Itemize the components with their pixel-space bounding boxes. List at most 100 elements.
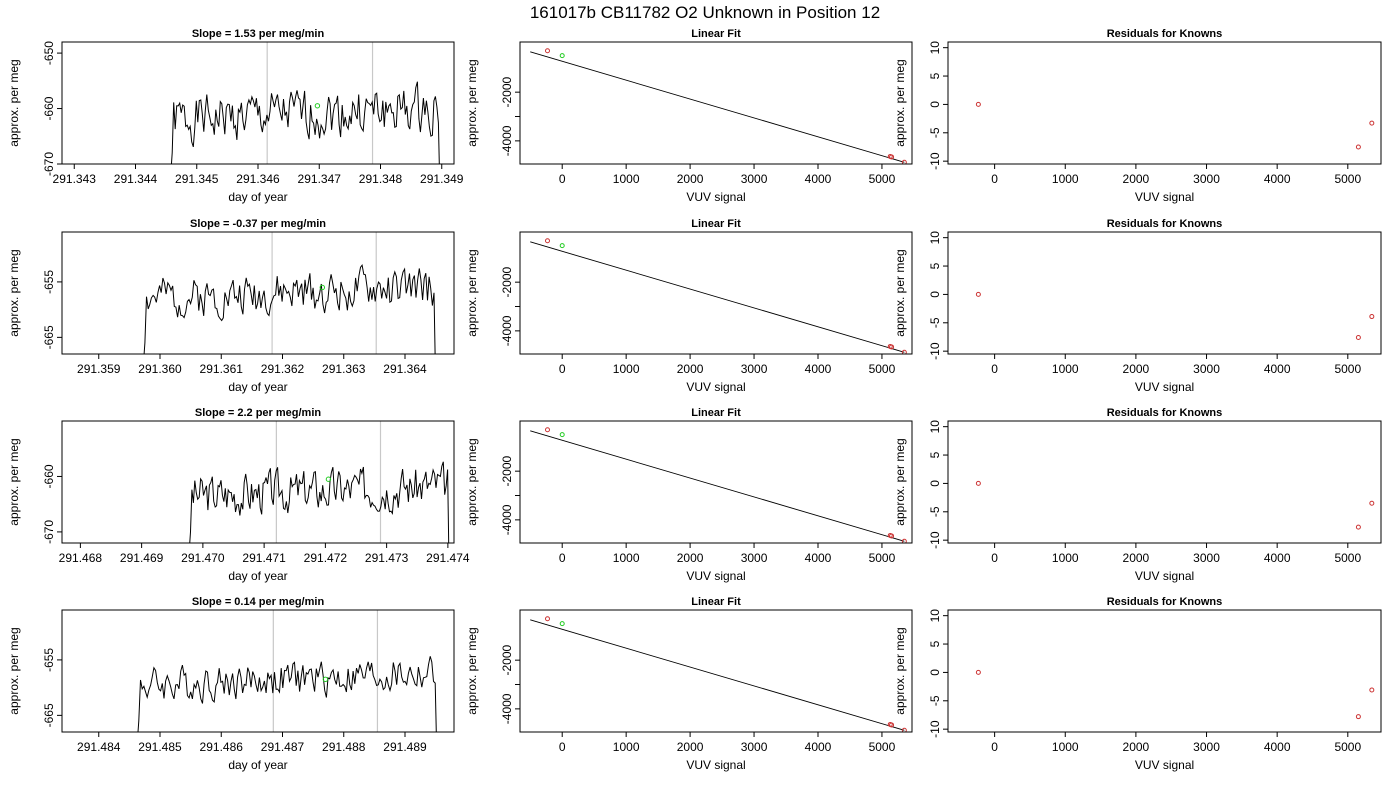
panel-title: Residuals for Knowns — [1107, 407, 1223, 419]
x-tick-label: 291.360 — [138, 362, 182, 376]
x-tick-label: 2000 — [677, 740, 704, 754]
x-tick-label: 1000 — [1052, 551, 1079, 565]
x-tick-label: 0 — [991, 740, 998, 754]
plot-frame — [947, 609, 1382, 733]
panel-title: Slope = 1.53 per meg/min — [192, 28, 325, 40]
residual-point — [1355, 714, 1361, 720]
fit-line — [530, 619, 905, 731]
x-tick-label: 291.474 — [426, 551, 470, 565]
panel-4-3: Residuals for Knowns 0 1000 2000 3000 4000 500… — [893, 596, 1382, 772]
x-tick-label: 1000 — [613, 172, 640, 186]
x-tick-label: 0 — [991, 551, 998, 565]
panel-title: Linear Fit — [691, 596, 741, 608]
x-axis-label: VUV signal — [1135, 380, 1194, 394]
plot-area — [170, 42, 440, 164]
x-axis-label: VUV signal — [686, 569, 745, 583]
plot-area — [975, 101, 1375, 150]
x-tick-label: 5000 — [1334, 362, 1361, 376]
x-tick-label: 291.472 — [304, 551, 348, 565]
y-axis-label: approx. per meg — [465, 438, 479, 525]
y-axis-label: approx. per meg — [7, 249, 21, 336]
known-point — [889, 344, 895, 350]
x-axis-label: day of year — [228, 190, 287, 204]
y-axis-label: approx. per meg — [465, 627, 479, 714]
plot-frame — [61, 41, 455, 165]
x-tick-label: 291.473 — [365, 551, 409, 565]
y-tick-label: -665 — [42, 325, 56, 349]
y-tick-label: 10 — [928, 609, 942, 623]
x-tick-label: 3000 — [1193, 740, 1220, 754]
unknown-marker — [314, 103, 321, 109]
y-tick-label: -4000 — [500, 504, 514, 535]
known-point — [544, 48, 550, 54]
x-tick-label: 3000 — [1193, 362, 1220, 376]
plot-area — [530, 427, 907, 543]
y-tick-label: -655 — [42, 648, 56, 672]
panel-title: Linear Fit — [691, 218, 741, 230]
panel-title: Slope = -0.37 per meg/min — [190, 218, 326, 230]
unknown-point — [559, 53, 565, 59]
known-point — [544, 427, 550, 433]
panel-2-3: Residuals for Knowns 0 1000 2000 3000 4000 500… — [893, 218, 1382, 394]
x-tick-label: 2000 — [1123, 551, 1150, 565]
x-tick-label: 0 — [559, 362, 566, 376]
y-tick-label: 10 — [928, 41, 942, 55]
plot-frame — [61, 420, 455, 544]
x-tick-label: 4000 — [1264, 551, 1291, 565]
panel-grid: Slope = 1.53 per meg/min 291.343 291.344 29… — [7, 28, 1382, 772]
time-series-line — [189, 461, 450, 543]
x-tick-label: 291.468 — [59, 551, 103, 565]
x-tick-label: 4000 — [1264, 362, 1291, 376]
plot-area — [530, 238, 907, 354]
x-tick-label: 0 — [559, 172, 566, 186]
x-tick-label: 291.343 — [53, 172, 97, 186]
x-tick-label: 291.469 — [120, 551, 164, 565]
residual-point — [1355, 144, 1361, 150]
y-axis-label: approx. per meg — [893, 627, 907, 714]
plot-frame — [947, 231, 1382, 355]
known-point — [901, 727, 907, 732]
known-point — [544, 616, 550, 622]
plot-frame — [519, 231, 913, 355]
y-tick-label: -670 — [42, 520, 56, 544]
y-tick-label: -4000 — [500, 125, 514, 156]
unknown-marker — [322, 676, 329, 683]
y-tick-label: -660 — [42, 464, 56, 488]
residual-point — [1355, 335, 1361, 341]
y-axis-label: approx. per meg — [893, 438, 907, 525]
x-tick-label: 3000 — [1193, 551, 1220, 565]
panel-1-3: Residuals for Knowns 0 1000 2000 3000 4000 500… — [893, 28, 1382, 204]
x-tick-label: 3000 — [741, 362, 768, 376]
panel-1-2: Linear Fit 0 1000 2000 3000 4000 5000 -4000 -200… — [465, 28, 913, 204]
x-tick-label: 2000 — [1123, 172, 1150, 186]
known-point — [889, 154, 895, 160]
panel-4-1: Slope = 0.14 per meg/min 291.484 291.485 29… — [7, 596, 455, 772]
y-tick-label: 0 — [928, 480, 942, 487]
x-axis-label: VUV signal — [686, 758, 745, 772]
x-tick-label: 1000 — [613, 362, 640, 376]
fit-line — [530, 241, 905, 353]
x-axis-label: VUV signal — [1135, 758, 1194, 772]
unknown-marker — [319, 284, 326, 291]
x-tick-label: 291.485 — [138, 740, 182, 754]
x-tick-label: 5000 — [1334, 740, 1361, 754]
y-tick-label: -660 — [42, 96, 56, 120]
unknown-point — [559, 243, 565, 249]
x-tick-label: 5000 — [869, 172, 896, 186]
known-point — [544, 238, 550, 244]
y-tick-label: -655 — [42, 270, 56, 294]
plot-area — [530, 616, 907, 732]
y-tick-label: 0 — [928, 101, 942, 108]
y-tick-label: -10 — [928, 342, 942, 360]
x-tick-label: 4000 — [1264, 172, 1291, 186]
residual-point — [1369, 120, 1375, 126]
plot-frame — [61, 231, 455, 355]
panel-3-2: Linear Fit 0 1000 2000 3000 4000 5000 -4000 -200… — [465, 407, 913, 583]
x-tick-label: 291.487 — [261, 740, 305, 754]
panel-title: Slope = 0.14 per meg/min — [192, 596, 325, 608]
residual-point — [1369, 687, 1375, 693]
y-tick-label: -5 — [928, 695, 942, 706]
residual-point — [975, 291, 981, 297]
panel-2-2: Linear Fit 0 1000 2000 3000 4000 5000 -4000 -200… — [465, 218, 913, 394]
plot-frame — [61, 609, 455, 733]
